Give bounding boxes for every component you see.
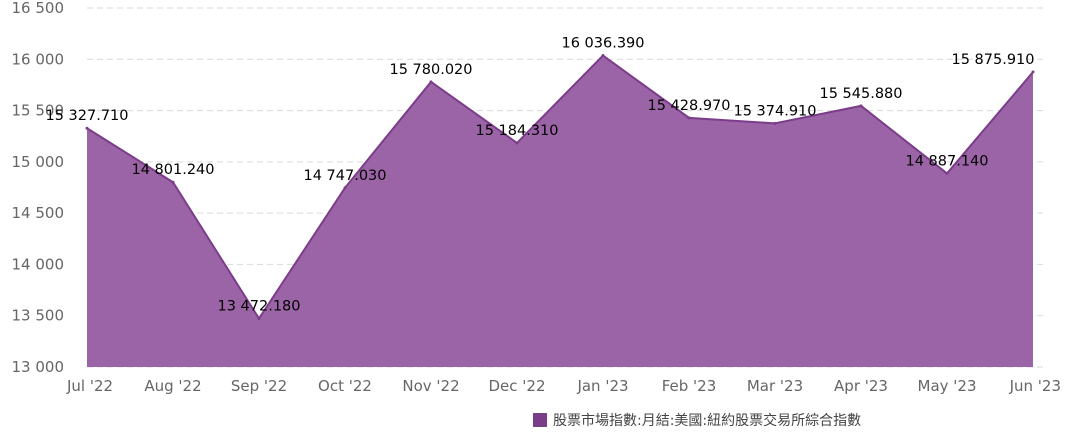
data-label: 15 327.710 [45, 108, 128, 124]
data-point[interactable] [171, 180, 175, 184]
x-tick-label: Apr '23 [834, 377, 888, 395]
x-tick-label: Nov '22 [402, 377, 459, 395]
data-point[interactable] [257, 317, 261, 321]
data-label: 14 887.140 [905, 153, 988, 169]
data-labels: 15 327.710 14 801.240 13 472.180 14 747.030… [45, 36, 1034, 315]
series-area-fill [87, 55, 1033, 368]
x-tick-label: Jan '23 [576, 377, 628, 395]
data-label: 15 780.020 [389, 62, 472, 78]
data-point[interactable] [343, 186, 347, 190]
data-point[interactable] [1031, 70, 1035, 74]
data-label: 15 374.910 [733, 103, 816, 119]
y-tick-label: 13 500 [12, 307, 65, 325]
x-tick-label: Oct '22 [318, 377, 372, 395]
y-tick-label: 14 500 [12, 204, 65, 222]
data-label: 16 036.390 [561, 36, 644, 52]
y-tick-label: 13 000 [12, 358, 65, 376]
legend-label: 股票市場指數:月結:美國:紐約股票交易所綜合指數 [553, 413, 862, 429]
data-label: 13 472.180 [217, 299, 300, 315]
x-tick-label: Dec '22 [488, 377, 545, 395]
data-label: 14 747.030 [303, 168, 386, 184]
y-tick-label: 16 000 [12, 50, 65, 68]
legend-swatch [533, 413, 547, 427]
x-tick-label: Aug '22 [144, 377, 201, 395]
y-tick-label: 15 500 [12, 102, 65, 120]
x-axis-ticks: Jul '22 Aug '22 Sep '22 Oct '22 Nov '22 Dec '… [66, 377, 1061, 395]
data-point[interactable] [429, 80, 433, 84]
y-tick-label: 16 500 [12, 0, 65, 17]
data-label: 15 875.910 [951, 52, 1034, 68]
x-tick-label: Feb '23 [662, 377, 717, 395]
data-point[interactable] [601, 54, 605, 58]
data-point[interactable] [85, 126, 89, 130]
x-tick-label: Mar '23 [747, 377, 803, 395]
y-tick-label: 15 000 [12, 153, 65, 171]
data-point[interactable] [515, 141, 519, 145]
data-label: 15 428.970 [647, 98, 730, 114]
data-point[interactable] [945, 171, 949, 175]
x-tick-label: Sep '22 [231, 377, 287, 395]
y-tick-label: 14 000 [12, 255, 65, 273]
series-area [85, 54, 1035, 368]
data-point[interactable] [859, 104, 863, 108]
data-label: 14 801.240 [131, 162, 214, 178]
series-line [86, 54, 1034, 321]
x-tick-label: Jun '23 [1009, 377, 1061, 395]
x-tick-label: Jul '22 [66, 377, 113, 395]
x-tick-label: May '23 [918, 377, 977, 395]
y-axis-ticks: 13 000 13 500 14 000 14 500 15 000 15 500 16 0… [12, 0, 65, 376]
legend[interactable]: 股票市場指數:月結:美國:紐約股票交易所綜合指數 [533, 410, 861, 430]
data-label: 15 545.880 [819, 86, 902, 102]
data-point[interactable] [687, 116, 691, 120]
data-label: 15 184.310 [475, 123, 558, 139]
data-point[interactable] [773, 121, 777, 125]
